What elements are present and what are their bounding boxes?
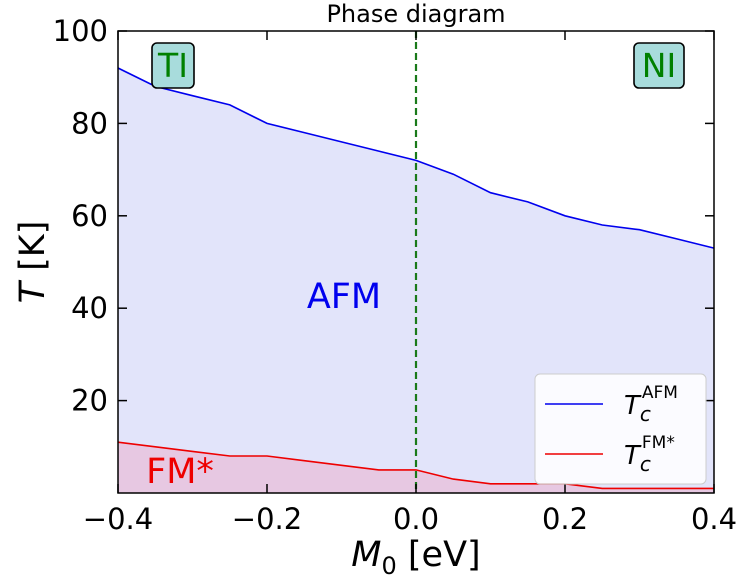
corner-label-box-ti — [151, 42, 195, 89]
axis-ticks — [117, 30, 715, 493]
legend-label-1: TcFM* — [624, 433, 675, 476]
region-label-fm: FM* — [146, 452, 214, 492]
y-tick-label: 40 — [71, 291, 108, 325]
x-tick-label: 0.0 — [393, 502, 439, 536]
axis-tick-labels: −0.4 −0.2 0.0 0.2 0.4 20 40 60 80 100 — [53, 14, 737, 536]
x-tick-label: −0.2 — [232, 502, 302, 536]
legend: TcAFM TcFM* — [534, 373, 707, 485]
y-label-var: T — [13, 279, 53, 303]
corner-labels: TI NI — [151, 42, 685, 89]
y-tick-label: 60 — [71, 199, 108, 233]
series-lines — [117, 67, 715, 490]
legend-box — [534, 373, 707, 485]
x-label-sub: 0 — [382, 552, 397, 579]
y-axis-label: T [K] — [13, 221, 53, 304]
y-tick-label: 80 — [71, 106, 108, 140]
x-tick-label: −0.4 — [83, 502, 153, 536]
y-tick-label: 100 — [53, 14, 108, 48]
chart-title: Phase diagram — [326, 0, 505, 28]
x-label-var: M — [351, 535, 381, 575]
x-tick-label: 0.4 — [691, 502, 737, 536]
series-fill-1 — [118, 442, 714, 493]
region-label-afm: AFM — [307, 277, 381, 317]
corner-label-ni: NI — [642, 46, 676, 85]
y-tick-label: 20 — [71, 384, 108, 418]
y-label-unit: [K] — [13, 221, 53, 282]
x-tick-label: 0.2 — [542, 502, 588, 536]
series-line-1 — [117, 441, 714, 490]
x-axis-label: M0 [eV] — [351, 535, 480, 579]
series-line-0 — [117, 67, 715, 249]
corner-label-box-ni — [633, 42, 685, 89]
x-label-unit: [eV] — [397, 535, 481, 575]
region-annotations: AFM FM* — [146, 277, 381, 492]
corner-label-ti: TI — [157, 46, 188, 85]
legend-label-0: TcAFM — [624, 383, 678, 426]
